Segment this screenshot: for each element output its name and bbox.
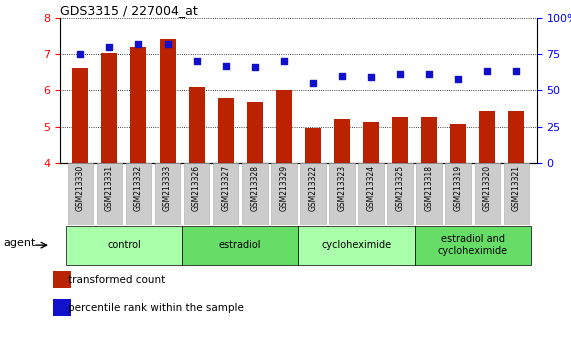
Text: cycloheximide: cycloheximide: [321, 240, 392, 250]
Bar: [445, 163, 471, 225]
Text: GDS3315 / 227004_at: GDS3315 / 227004_at: [60, 4, 198, 17]
Bar: [363, 122, 379, 163]
Point: [76, 51, 85, 57]
Text: transformed count: transformed count: [68, 275, 166, 285]
Text: GSM213318: GSM213318: [425, 165, 433, 211]
Point: [512, 69, 521, 74]
Point: [134, 41, 143, 47]
Bar: [54, 271, 71, 288]
Bar: [475, 163, 500, 225]
Bar: [299, 225, 415, 265]
Bar: [66, 225, 182, 265]
Bar: [96, 163, 122, 225]
Bar: [358, 163, 384, 225]
Text: agent: agent: [3, 238, 35, 248]
Point: [250, 64, 259, 70]
Point: [337, 73, 347, 79]
Bar: [421, 118, 437, 163]
Text: GSM213322: GSM213322: [308, 165, 317, 211]
Bar: [300, 163, 325, 225]
Point: [221, 63, 230, 68]
Bar: [155, 163, 180, 225]
Text: GSM213324: GSM213324: [367, 165, 376, 211]
Bar: [67, 163, 93, 225]
Bar: [213, 163, 239, 225]
Text: GSM213327: GSM213327: [221, 165, 230, 211]
Bar: [102, 53, 118, 163]
Point: [425, 72, 434, 77]
Text: estradiol and
cycloheximide: estradiol and cycloheximide: [438, 234, 508, 256]
Bar: [184, 163, 210, 225]
Bar: [305, 129, 321, 163]
Bar: [334, 119, 350, 163]
Point: [396, 72, 405, 77]
Text: estradiol: estradiol: [219, 240, 262, 250]
Bar: [188, 87, 204, 163]
Point: [192, 58, 201, 64]
Text: GSM213326: GSM213326: [192, 165, 201, 211]
Bar: [392, 118, 408, 163]
Text: GSM213321: GSM213321: [512, 165, 521, 211]
Point: [367, 74, 376, 80]
Point: [105, 44, 114, 50]
Point: [308, 80, 317, 86]
Text: GSM213332: GSM213332: [134, 165, 143, 211]
Bar: [242, 163, 268, 225]
Bar: [126, 163, 151, 225]
Text: GSM213329: GSM213329: [279, 165, 288, 211]
Bar: [329, 163, 355, 225]
Text: GSM213323: GSM213323: [337, 165, 347, 211]
Point: [279, 58, 288, 64]
Bar: [387, 163, 413, 225]
Bar: [159, 39, 175, 163]
Text: GSM213325: GSM213325: [396, 165, 405, 211]
Text: GSM213319: GSM213319: [454, 165, 463, 211]
Point: [454, 76, 463, 81]
Bar: [451, 124, 467, 163]
Point: [482, 69, 492, 74]
Bar: [504, 163, 529, 225]
Text: GSM213331: GSM213331: [105, 165, 114, 211]
Bar: [415, 225, 531, 265]
Bar: [182, 225, 299, 265]
Bar: [271, 163, 296, 225]
Point: [163, 41, 172, 47]
Text: GSM213328: GSM213328: [250, 165, 259, 211]
Bar: [416, 163, 442, 225]
Bar: [276, 90, 292, 163]
Bar: [73, 68, 89, 163]
Text: GSM213333: GSM213333: [163, 165, 172, 211]
Bar: [247, 102, 263, 163]
Text: percentile rank within the sample: percentile rank within the sample: [68, 303, 244, 313]
Text: control: control: [107, 240, 141, 250]
Bar: [508, 111, 524, 163]
Text: GSM213320: GSM213320: [483, 165, 492, 211]
Text: GSM213330: GSM213330: [76, 165, 85, 211]
Bar: [130, 47, 146, 163]
Bar: [479, 111, 495, 163]
Bar: [54, 299, 71, 316]
Bar: [218, 98, 234, 163]
